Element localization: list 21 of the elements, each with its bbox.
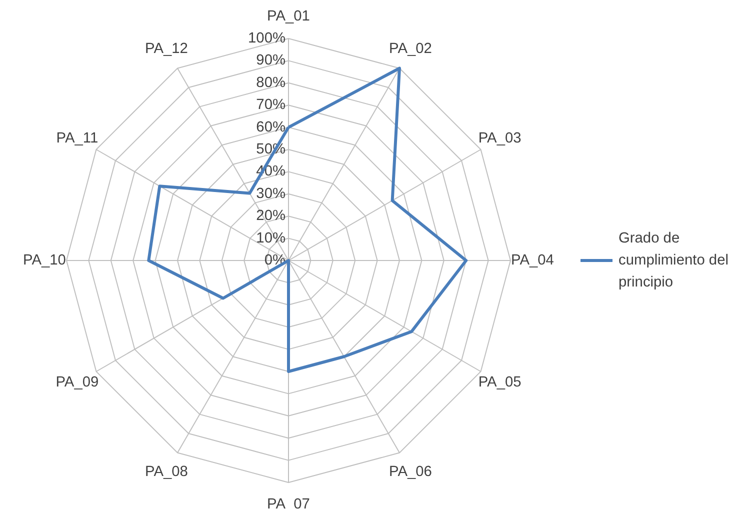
spoke-label: PA_06 — [389, 464, 432, 480]
spoke-label: PA_01 — [267, 8, 310, 24]
y-tick-label: 80% — [256, 74, 286, 91]
spoke-label: PA_02 — [389, 41, 432, 58]
y-tick-label: 30% — [256, 186, 286, 202]
y-tick-label: 20% — [256, 208, 286, 224]
y-tick-label: 60% — [256, 119, 286, 136]
y-tick-label: 10% — [256, 230, 286, 246]
spoke-label: PA_07 — [267, 496, 310, 510]
y-tick-label: 70% — [256, 97, 286, 114]
spoke-label: PA_04 — [511, 252, 554, 268]
spoke-label: PA_03 — [478, 130, 522, 146]
spoke-label: PA_10 — [23, 252, 66, 268]
y-tick-label: 90% — [256, 52, 286, 69]
spoke-label: PA_09 — [56, 374, 99, 390]
spoke-label: PA_05 — [478, 374, 522, 390]
spoke-label: PA_11 — [56, 130, 98, 146]
spoke-label: PA_12 — [145, 41, 188, 58]
spoke-label: PA_08 — [145, 464, 188, 480]
legend-label: Grado de cumplimiento del principio — [618, 230, 728, 290]
y-tick-label: 100% — [248, 30, 286, 46]
